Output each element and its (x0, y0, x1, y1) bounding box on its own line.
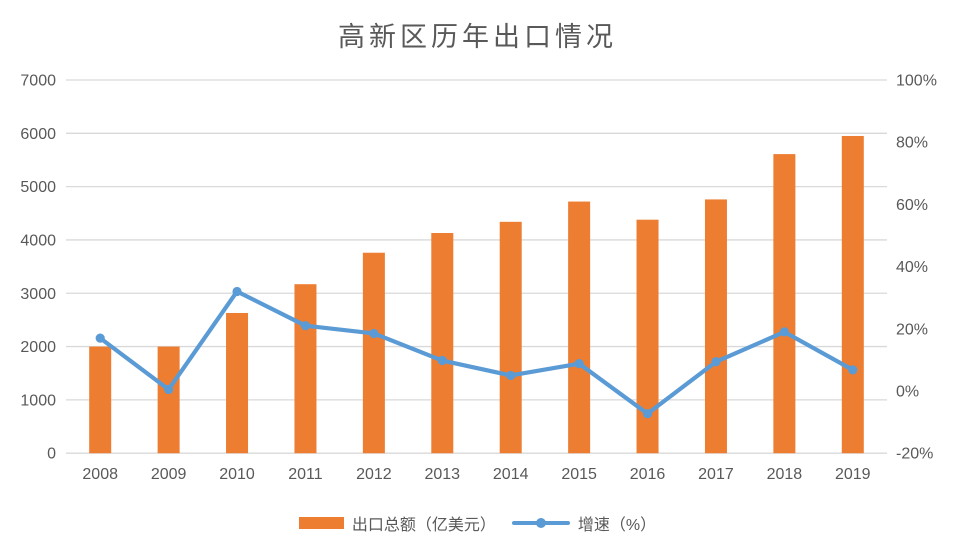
y-axis-right-tick-label: 40% (896, 259, 928, 276)
y-axis-right-tick-label: 20% (896, 321, 928, 338)
x-axis-tick-label: 2015 (561, 466, 597, 483)
export-bar-2011 (294, 284, 317, 454)
export-bar-2018 (773, 154, 796, 454)
x-axis-tick-label: 2010 (219, 466, 255, 483)
x-axis-tick-label: 2014 (493, 466, 529, 483)
export-bar-2015 (568, 201, 591, 454)
export-bar-2008 (89, 346, 112, 454)
x-axis-tick-label: 2012 (356, 466, 392, 483)
legend-label-export: 出口总额（亿美元） (351, 517, 496, 534)
growth-point-2009 (164, 384, 174, 395)
x-axis-tick-label: 2013 (424, 466, 460, 483)
x-axis-tick-label: 2017 (698, 466, 734, 483)
x-axis-tick-label: 2018 (767, 466, 803, 483)
x-axis-tick-label: 2016 (630, 466, 666, 483)
growth-point-2016 (642, 409, 653, 419)
y-axis-left-tick-label: 1000 (20, 392, 56, 409)
growth-point-2014 (506, 370, 516, 381)
y-axis-left-tick-label: 2000 (20, 339, 56, 356)
y-axis-left-tick-label: 6000 (20, 126, 56, 143)
export-bar-2009 (157, 346, 180, 454)
growth-point-2010 (232, 286, 242, 297)
growth-point-2018 (779, 327, 789, 337)
y-axis-left-tick-label: 5000 (20, 179, 56, 196)
export-bar-2010 (226, 312, 249, 454)
x-axis-tick-label: 2008 (82, 466, 118, 483)
growth-point-2008 (95, 333, 105, 343)
growth-point-2017 (711, 357, 721, 367)
export-bar-2014 (499, 221, 522, 454)
y-axis-left-tick-label: 0 (47, 446, 56, 463)
legend-bar-swatch-icon (298, 517, 344, 529)
x-axis-tick-label: 2009 (151, 466, 187, 483)
legend-label-growth: 增速（%） (577, 517, 657, 534)
growth-point-2011 (300, 321, 311, 331)
legend-line-swatch-icon (511, 517, 570, 529)
chart-legend: 出口总额（亿美元） 增速（%） (0, 509, 955, 537)
export-bar-2016 (636, 219, 659, 454)
growth-point-2012 (369, 328, 379, 339)
y-axis-left-tick-label: 3000 (20, 286, 56, 303)
y-axis-right-tick-label: 100% (896, 73, 937, 90)
x-axis-tick-label: 2019 (835, 466, 871, 483)
y-axis-right-tick-label: -20% (896, 446, 933, 463)
y-axis-right-tick-label: 60% (896, 197, 928, 214)
chart-title: 高新区历年出口情况 (338, 22, 617, 53)
growth-line (98, 289, 855, 416)
export-bar-2017 (704, 199, 727, 454)
export-bar-2012 (362, 252, 385, 454)
x-axis-tick-label: 2011 (288, 466, 323, 483)
export-bar-2013 (431, 233, 454, 454)
y-axis-left-tick-label: 4000 (20, 232, 56, 249)
y-axis-right-tick-label: 80% (896, 135, 928, 152)
y-axis-left-tick-label: 7000 (20, 73, 56, 90)
growth-point-2013 (437, 355, 447, 366)
growth-point-2019 (848, 365, 858, 375)
export-bar-2019 (841, 135, 864, 454)
y-axis-right-tick-label: 0% (896, 384, 919, 401)
legend-line-marker-icon (535, 518, 546, 528)
growth-point-2015 (574, 359, 584, 369)
